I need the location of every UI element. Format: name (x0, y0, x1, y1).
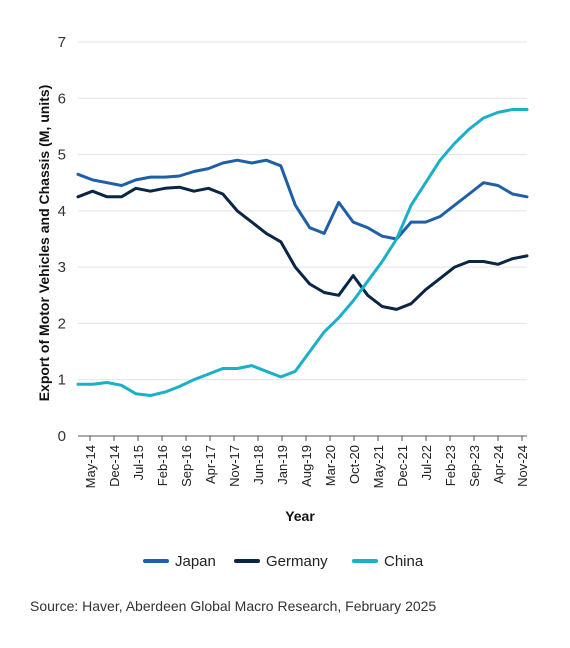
x-axis-title: Year (285, 508, 315, 524)
series-line-china (76, 108, 529, 397)
y-tick-label: 7 (58, 34, 66, 51)
series-line-germany (76, 185, 529, 311)
x-tick-label: Sep-23 (467, 445, 482, 487)
x-tick-label: Jan-19 (275, 445, 290, 485)
x-tick-label: Oct-20 (347, 445, 362, 484)
x-tick-label: May-14 (83, 445, 98, 488)
x-axis: May-14 Dec-14 Jul-15 Feb-16 Sep-16 Apr-17 Nov-… (78, 435, 530, 488)
series-lines (76, 108, 529, 397)
x-tick-label: Feb-23 (443, 445, 458, 486)
y-tick-label: 2 (58, 315, 66, 332)
x-tick-label: Dec-21 (395, 445, 410, 487)
y-tick-label: 5 (58, 147, 66, 164)
x-tick-label: Nov-24 (515, 445, 530, 487)
x-tick-label: Nov-17 (227, 445, 242, 487)
x-tick-label: Dec-14 (107, 445, 122, 487)
legend: Japan Germany China (143, 553, 424, 570)
y-tick-label: 1 (58, 372, 66, 389)
x-tick-label: Aug-19 (299, 445, 314, 487)
x-tick-label: May-21 (371, 445, 386, 488)
y-tick-label: 4 (58, 203, 66, 220)
x-tick-label: Jul-15 (131, 445, 146, 480)
x-tick-label: Feb-16 (155, 445, 170, 486)
y-axis-ticks: 0 1 2 3 4 5 6 7 (58, 34, 66, 445)
y-axis-title: Export of Motor Vehicles and Chassis (M,… (36, 85, 52, 402)
y-tick-label: 0 (58, 428, 66, 445)
y-tick-label: 6 (58, 90, 66, 107)
grid-lines (78, 41, 527, 381)
legend-label-japan: Japan (175, 553, 216, 570)
legend-label-china: China (384, 553, 424, 570)
legend-label-germany: Germany (266, 553, 328, 570)
x-tick-label: Jul-22 (419, 445, 434, 480)
x-tick-label: Apr-24 (491, 445, 506, 484)
x-tick-label: Mar-20 (323, 445, 338, 486)
source-note: Source: Haver, Aberdeen Global Macro Res… (30, 598, 437, 614)
x-tick-label: Jun-18 (251, 445, 266, 485)
x-tick-label: Sep-16 (179, 445, 194, 487)
y-tick-label: 3 (58, 259, 66, 276)
series-line-japan (76, 158, 529, 241)
x-tick-label: Apr-17 (203, 445, 218, 484)
